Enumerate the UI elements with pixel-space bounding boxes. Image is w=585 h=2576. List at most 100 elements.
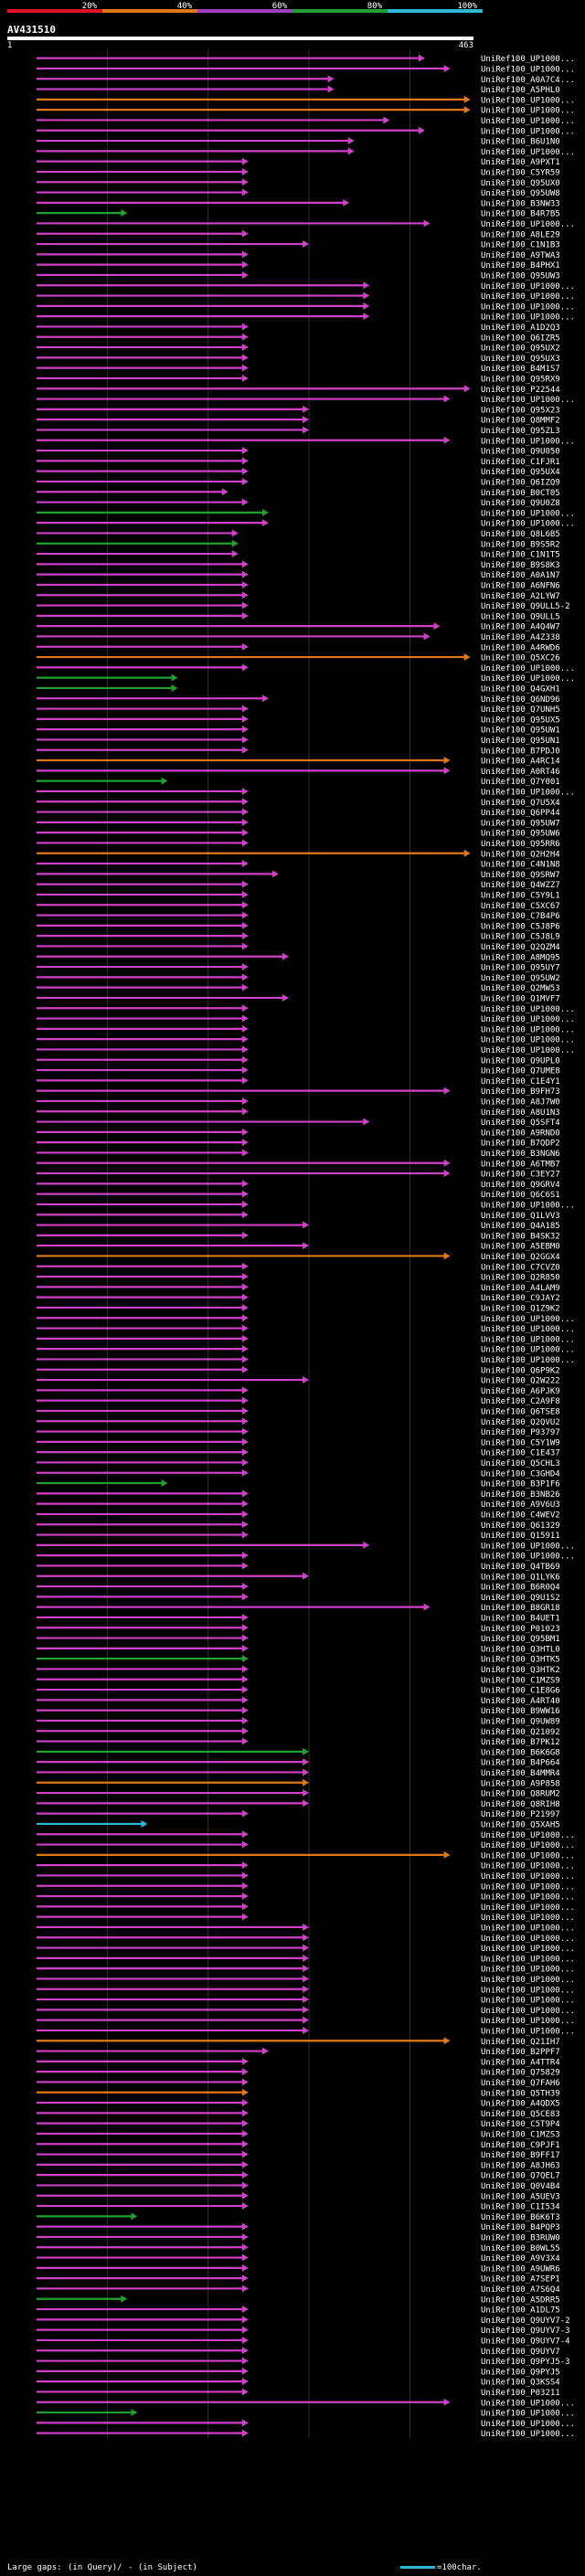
hit-label: UniRef100_P22544: [481, 386, 560, 395]
hit-arrowhead: [241, 2099, 249, 2107]
hit-arrowhead: [241, 1840, 249, 1849]
query-bar: [7, 37, 473, 40]
hit-label: UniRef100_Q1Z9K2: [481, 1304, 560, 1313]
hit-row-91: UniRef100_Q2MW53: [37, 983, 560, 993]
hit-arrowhead: [241, 601, 249, 610]
hit-row-86: UniRef100_C5J8L9: [37, 932, 560, 942]
hit-row-22: UniRef100_Q95UW3: [37, 270, 560, 281]
hit-arrowhead: [241, 1273, 249, 1281]
hit-row-126: UniRef100_UP1000...: [37, 1345, 575, 1355]
hit-arrowhead: [443, 395, 451, 403]
hit-arrowhead: [241, 1686, 249, 1694]
hit-arrowhead: [443, 2398, 451, 2406]
hit-label: UniRef100_UP1000...: [481, 107, 575, 116]
hit-row-128: UniRef100_Q6P9K2: [37, 1365, 560, 1375]
hit-row-101: UniRef100_B9FH73: [37, 1087, 560, 1097]
hit-arrowhead: [241, 2429, 249, 2437]
hit-label: UniRef100_B3RUW0: [481, 2233, 560, 2242]
hit-row-136: UniRef100_C1E437: [37, 1448, 560, 1458]
hit-label: UniRef100_A4RC14: [481, 758, 560, 767]
hit-arrowhead: [241, 2284, 249, 2293]
hit-arrowhead: [303, 1944, 310, 1952]
hit-row-133: UniRef100_Q2QVU2: [37, 1417, 560, 1427]
hit-label: UniRef100_Q9UYV7: [481, 2348, 560, 2357]
hit-arrowhead: [241, 1396, 249, 1405]
hit-row-157: UniRef100_Q3HTK2: [37, 1665, 560, 1675]
hit-label: UniRef100_Q21092: [481, 1728, 560, 1737]
hit-label: UniRef100_UP1000...: [481, 2430, 575, 2439]
hit-arrowhead: [303, 1954, 310, 1962]
hit-row-177: UniRef100_UP1000...: [37, 1871, 575, 1882]
hit-label: UniRef100_A4RT40: [481, 1697, 560, 1706]
hit-arrowhead: [327, 85, 335, 93]
hit-label: UniRef100_A5UEV3: [481, 2192, 560, 2201]
hit-label: UniRef100_UP1000...: [481, 1966, 575, 1975]
hit-row-167: UniRef100_B4MMR4: [37, 1768, 560, 1778]
legend-in-query: (in Query)/: [68, 2563, 122, 2572]
hit-row-13: UniRef100_Q95UX0: [37, 178, 560, 188]
hit-row-4: UniRef100_A5PHL0: [37, 85, 560, 95]
hit-row-11: UniRef100_A9PXT1: [37, 157, 560, 167]
hit-arrowhead: [241, 229, 249, 238]
hit-arrowhead: [241, 2140, 249, 2148]
hit-row-8: UniRef100_UP1000...: [37, 126, 575, 136]
hit-arrowhead: [241, 1355, 249, 1363]
hit-arrowhead: [241, 1500, 249, 1508]
hit-arrowhead: [241, 1437, 249, 1446]
hit-arrowhead: [303, 2026, 310, 2034]
hit-label: UniRef100_UP1000...: [481, 1997, 575, 2006]
hit-arrowhead: [241, 983, 249, 991]
hit-arrowhead: [241, 1200, 249, 1208]
hit-arrowhead: [241, 798, 249, 806]
hit-row-165: UniRef100_B6K6G8: [37, 1747, 560, 1757]
hit-arrowhead: [241, 2129, 249, 2137]
hit-arrowhead: [463, 106, 471, 114]
hit-row-50: UniRef100_B9S8K3: [37, 560, 560, 570]
hit-row-83: UniRef100_C5XC67: [37, 901, 560, 911]
hit-row-216: UniRef100_A7SEP1: [37, 2274, 560, 2284]
hit-label: UniRef100_UP1000...: [481, 1005, 575, 1014]
hit-arrowhead: [383, 116, 390, 124]
hit-arrowhead: [241, 1139, 249, 1147]
hit-label: UniRef100_Q9U1S2: [481, 1594, 560, 1603]
hit-label: UniRef100_Q95RX9: [481, 375, 560, 384]
hit-label: UniRef100_Q95UW6: [481, 830, 560, 839]
hit-row-217: UniRef100_A7S6Q4: [37, 2284, 560, 2295]
hit-row-30: UniRef100_Q95UX3: [37, 354, 560, 364]
hit-label: UniRef100_Q75829: [481, 2069, 560, 2078]
hit-label: UniRef100_UP1000...: [481, 1315, 575, 1324]
hit-row-110: UniRef100_Q9GRV4: [37, 1180, 560, 1190]
hit-label: UniRef100_Q9ULL5-2: [481, 602, 570, 611]
hit-arrowhead: [241, 921, 249, 929]
hit-row-194: UniRef100_B2PPF7: [37, 2047, 560, 2057]
hit-label: UniRef100_C1MZS9: [481, 1676, 560, 1685]
hit-row-9: UniRef100_B6U1N0: [37, 137, 560, 147]
hit-label: UniRef100_C5Y9L1: [481, 891, 560, 900]
hit-label: UniRef100_UP1000...: [481, 148, 575, 157]
hit-arrowhead: [241, 2367, 249, 2375]
hit-arrowhead: [241, 2202, 249, 2210]
hit-arrowhead: [303, 1768, 310, 1776]
hit-label: UniRef100_Q9GRV4: [481, 1181, 560, 1190]
hit-label: UniRef100_B3NB26: [481, 1490, 560, 1500]
hit-arrowhead: [363, 281, 370, 290]
hit-label: UniRef100_A5PHL0: [481, 86, 560, 95]
hit-label: UniRef100_UP1000...: [481, 1553, 575, 1562]
hit-label: UniRef100_A0A1N7: [481, 571, 560, 580]
hit-row-53: UniRef100_A2LYW7: [37, 591, 560, 601]
hit-label: UniRef100_A9UWR6: [481, 2264, 560, 2274]
hit-row-120: UniRef100_A4LAM9: [37, 1283, 560, 1293]
hit-label: UniRef100_B7QDP2: [481, 1140, 560, 1149]
hit-label: UniRef100_P01023: [481, 1625, 560, 1634]
hit-arrowhead: [241, 2306, 249, 2314]
hit-arrowhead: [241, 2388, 249, 2396]
hit-row-129: UniRef100_Q2W222: [37, 1376, 560, 1386]
hit-arrowhead: [241, 1665, 249, 1673]
hit-label: UniRef100_Q1LVV3: [481, 1212, 560, 1221]
hit-row-109: UniRef100_C3EY27: [37, 1170, 560, 1180]
hit-arrowhead: [241, 591, 249, 599]
hit-row-103: UniRef100_A8U1N3: [37, 1108, 560, 1118]
hit-row-113: UniRef100_Q1LVV3: [37, 1211, 560, 1221]
hit-arrowhead: [241, 250, 249, 259]
hit-arrowhead: [241, 1448, 249, 1457]
